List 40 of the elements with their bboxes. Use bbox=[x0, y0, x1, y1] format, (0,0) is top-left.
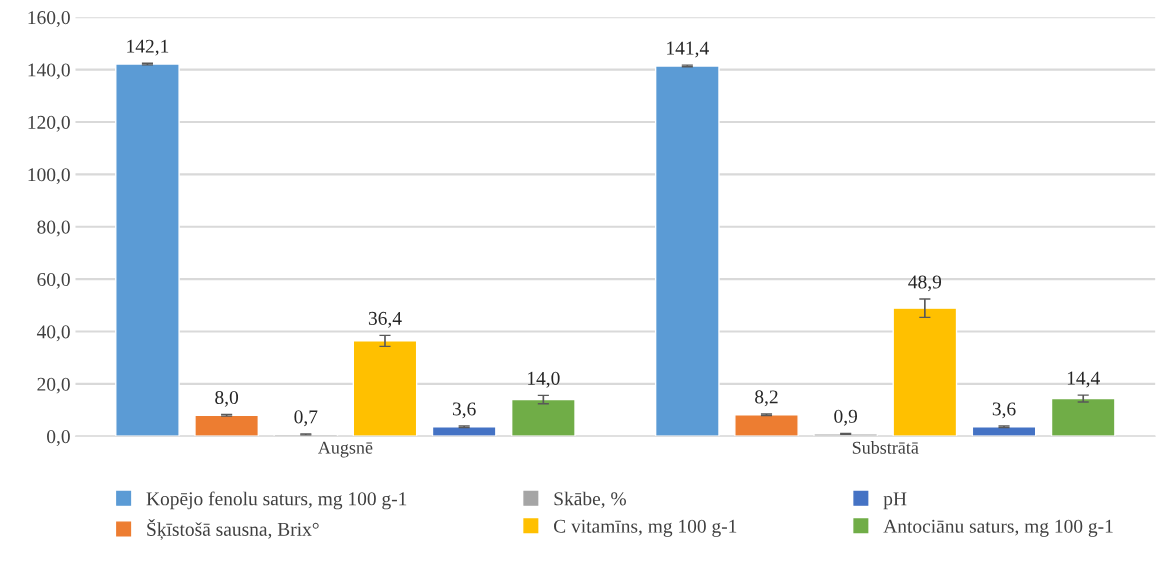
y-tick-label: 0,0 bbox=[47, 430, 70, 446]
bar bbox=[971, 426, 1037, 437]
text: 8,0 bbox=[215, 390, 239, 407]
y-tick-label: 80,0 bbox=[37, 220, 70, 237]
y-tick-label: 100,0 bbox=[28, 168, 70, 185]
text: 3,6 bbox=[452, 402, 476, 419]
bar bbox=[813, 433, 879, 437]
bar bbox=[1050, 397, 1116, 437]
bar bbox=[115, 63, 180, 437]
y-tick-label: 60,0 bbox=[37, 272, 70, 289]
bar bbox=[431, 426, 497, 437]
y-tick-label: 120,0 bbox=[28, 115, 70, 132]
bar bbox=[352, 340, 418, 437]
x-tick-label: Substrātā bbox=[852, 441, 919, 454]
legend-label: Antociānu saturs, mg 100 g-1 bbox=[883, 519, 1113, 537]
legend-label: Kopējo fenolu saturs, mg 100 g-1 bbox=[146, 491, 407, 510]
y-tick-label: 40,0 bbox=[36, 325, 70, 342]
legend-label: pH bbox=[883, 492, 907, 510]
text: 8,2 bbox=[755, 390, 778, 407]
text: 0,9 bbox=[834, 409, 858, 426]
text: 48,9 bbox=[908, 275, 942, 292]
x-tick-label: Augsnē bbox=[317, 441, 373, 458]
y-tick-label: 160,0 bbox=[28, 11, 70, 27]
bar bbox=[654, 65, 720, 437]
text: 3,6 bbox=[992, 402, 1016, 419]
legend-label: Skābe, % bbox=[554, 491, 626, 509]
text: 0,7 bbox=[294, 410, 318, 427]
text: 14,4 bbox=[1067, 371, 1100, 388]
text: 141,4 bbox=[667, 41, 709, 58]
y-tick-label: 140,0 bbox=[28, 63, 70, 80]
bar bbox=[194, 414, 259, 437]
bar bbox=[510, 398, 576, 437]
legend-label: C vitamīns, mg 100 g-1 bbox=[554, 519, 737, 537]
text: 36,4 bbox=[368, 311, 402, 328]
text: 142,1 bbox=[127, 39, 169, 56]
bar bbox=[892, 307, 958, 437]
legend-label: Šķīstošā sausna, Brix° bbox=[147, 519, 319, 540]
text: 14,0 bbox=[528, 371, 560, 388]
y-tick-label: 20,0 bbox=[37, 377, 70, 394]
bar bbox=[734, 414, 799, 437]
